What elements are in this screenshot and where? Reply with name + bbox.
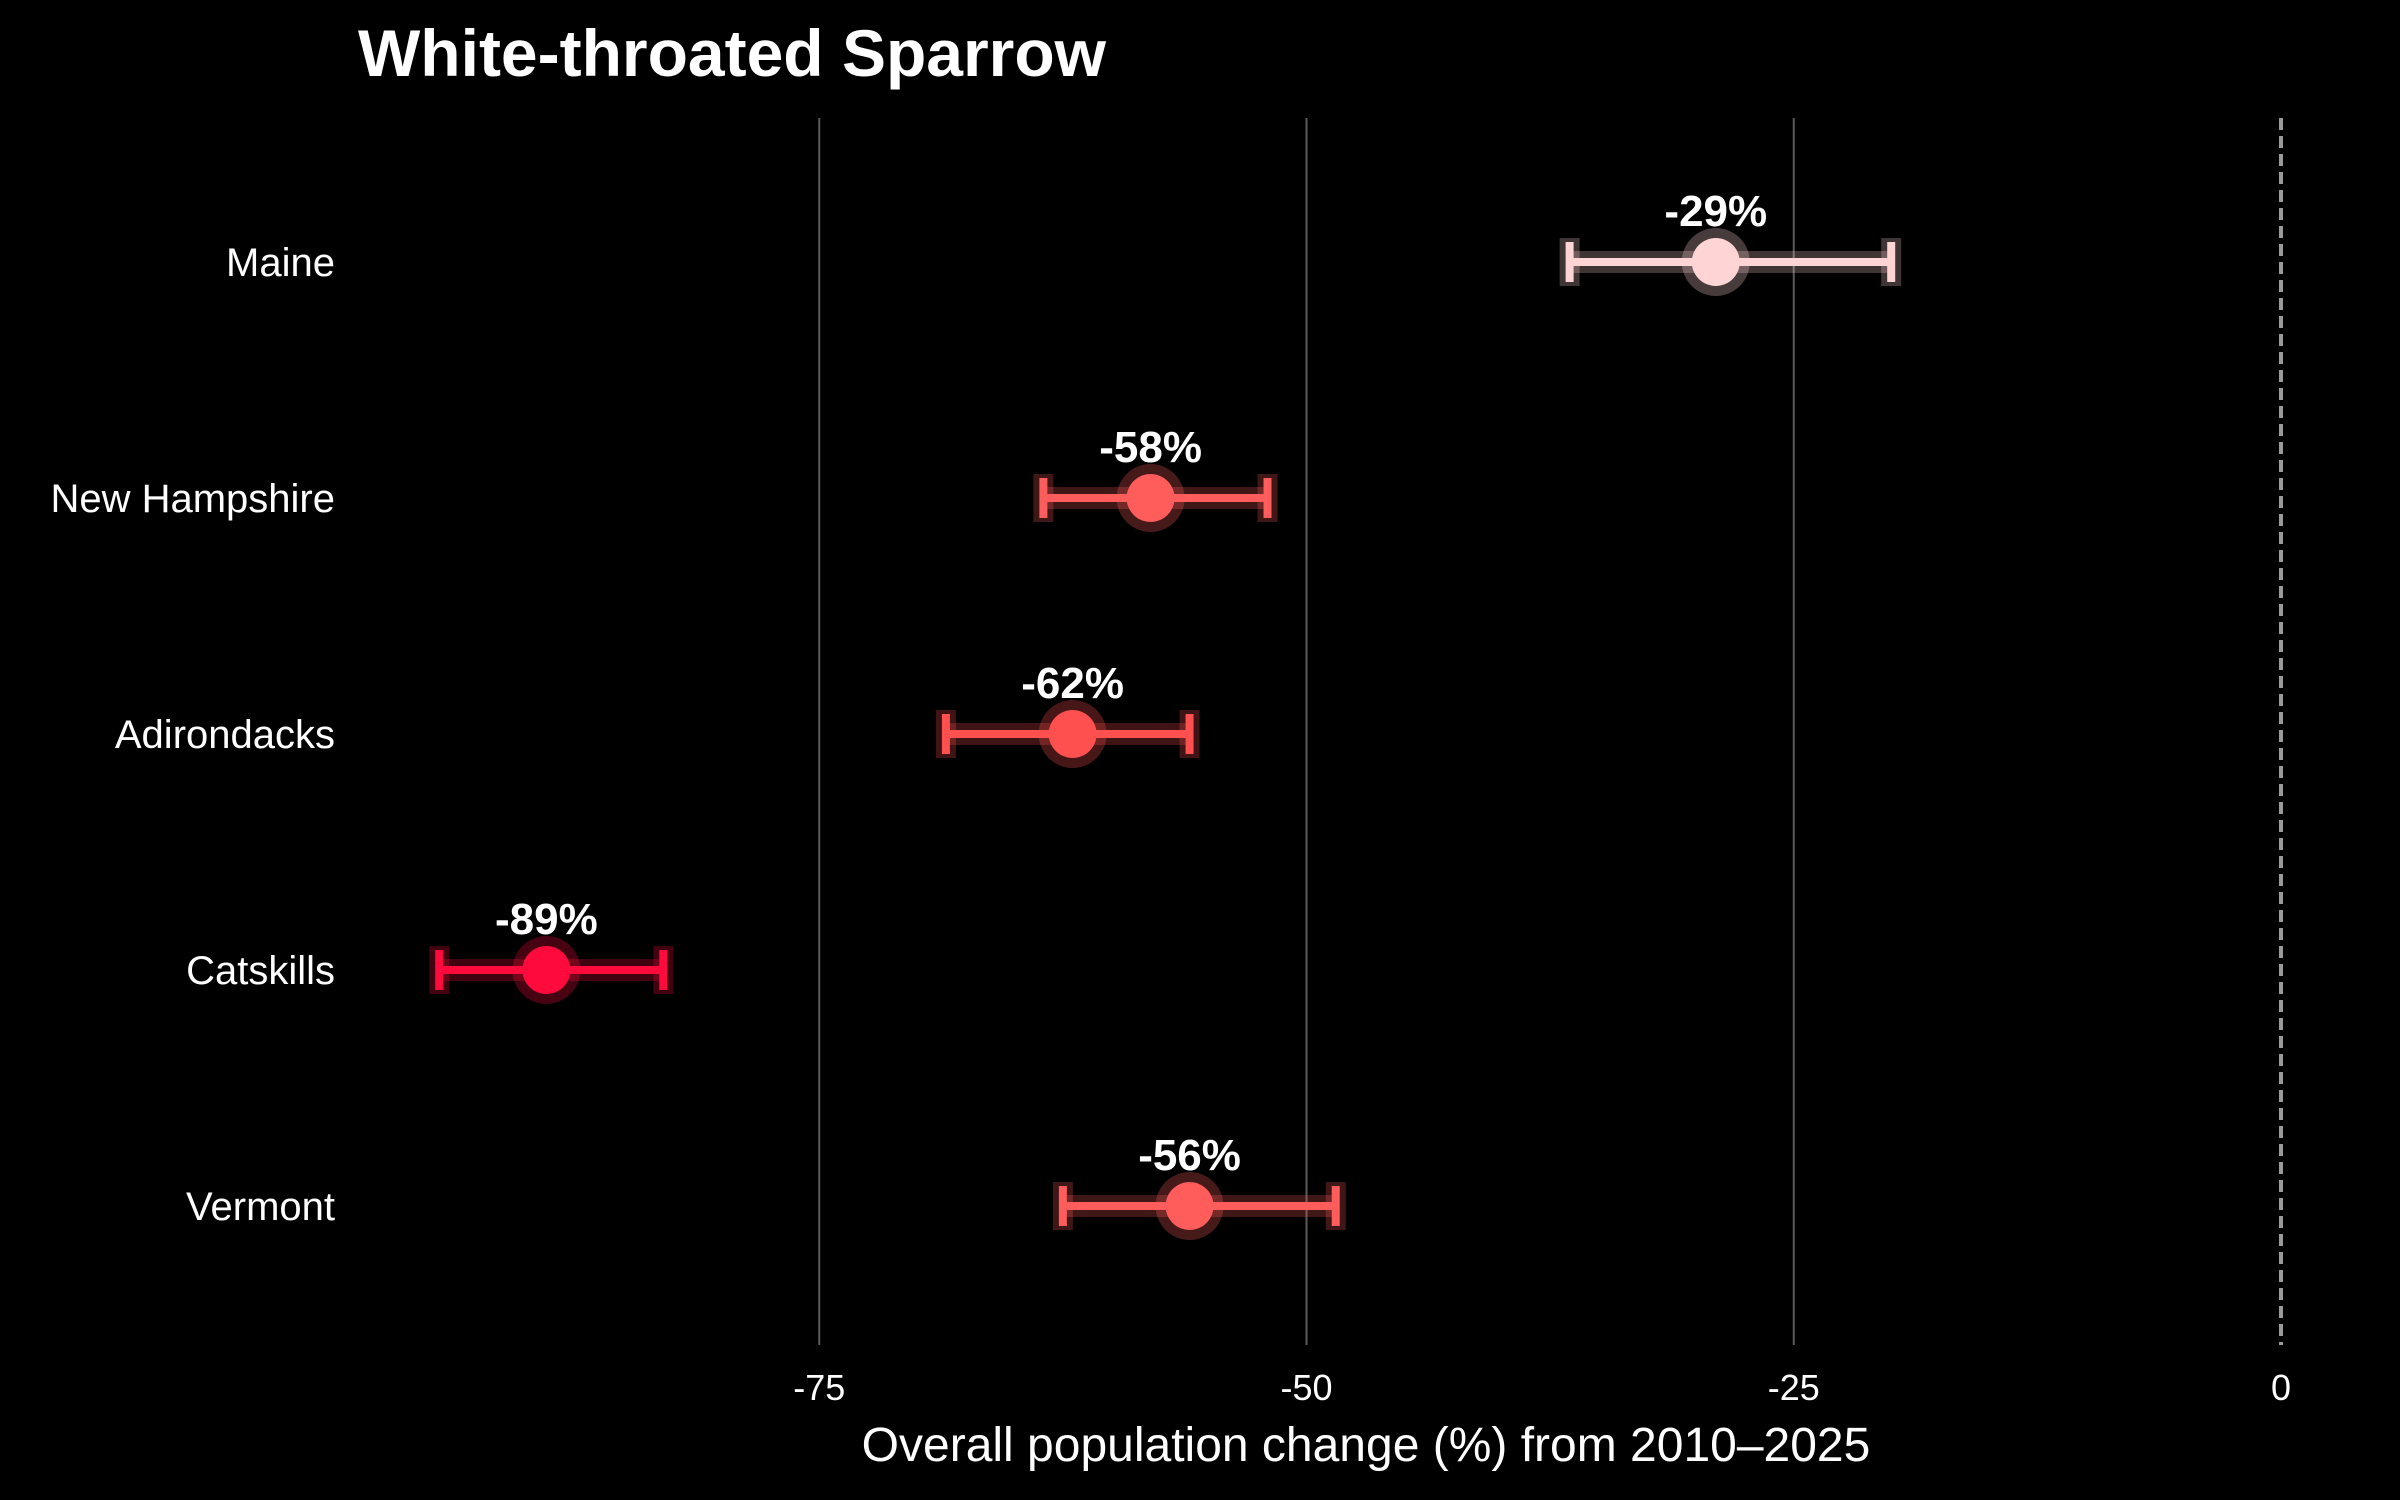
data-label: -89%	[495, 895, 598, 944]
x-axis-ticks: -75 -50 -25 0	[793, 1367, 2291, 1408]
data-label: -62%	[1021, 659, 1124, 708]
y-axis-categories: Maine New Hampshire Adirondacks Catskills Ve…	[50, 241, 335, 1229]
data-point	[1165, 1182, 1214, 1230]
x-tick-label: -25	[1768, 1367, 1820, 1408]
category-label: New Hampshire	[50, 477, 335, 521]
data-label: -29%	[1664, 187, 1767, 236]
data-row: -56%	[1052, 1131, 1346, 1240]
data-row: -62%	[935, 659, 1200, 768]
chart-title: White-throated Sparrow	[358, 16, 1107, 90]
data-point	[1126, 474, 1175, 522]
data-point	[1048, 710, 1097, 758]
x-tick-label: -75	[793, 1367, 845, 1408]
x-tick-label: -50	[1280, 1367, 1332, 1408]
grid-lines	[818, 118, 2283, 1345]
category-label: Maine	[226, 241, 335, 285]
x-axis-title: Overall population change (%) from 2010–…	[862, 1419, 1871, 1472]
data-row: -29%	[1559, 187, 1902, 296]
category-label: Vermont	[186, 1185, 335, 1229]
data-row: -89%	[429, 895, 674, 1004]
x-tick-label: 0	[2271, 1367, 2291, 1408]
data-row: -58%	[1033, 423, 1278, 532]
data-point	[1691, 238, 1740, 286]
category-label: Catskills	[186, 949, 335, 993]
data-label: -56%	[1138, 1131, 1241, 1180]
data-point	[522, 946, 571, 994]
data-marks: -29% -58% -62% -89% -56%	[429, 187, 1902, 1240]
category-label: Adirondacks	[115, 713, 335, 757]
data-label: -58%	[1099, 423, 1202, 472]
